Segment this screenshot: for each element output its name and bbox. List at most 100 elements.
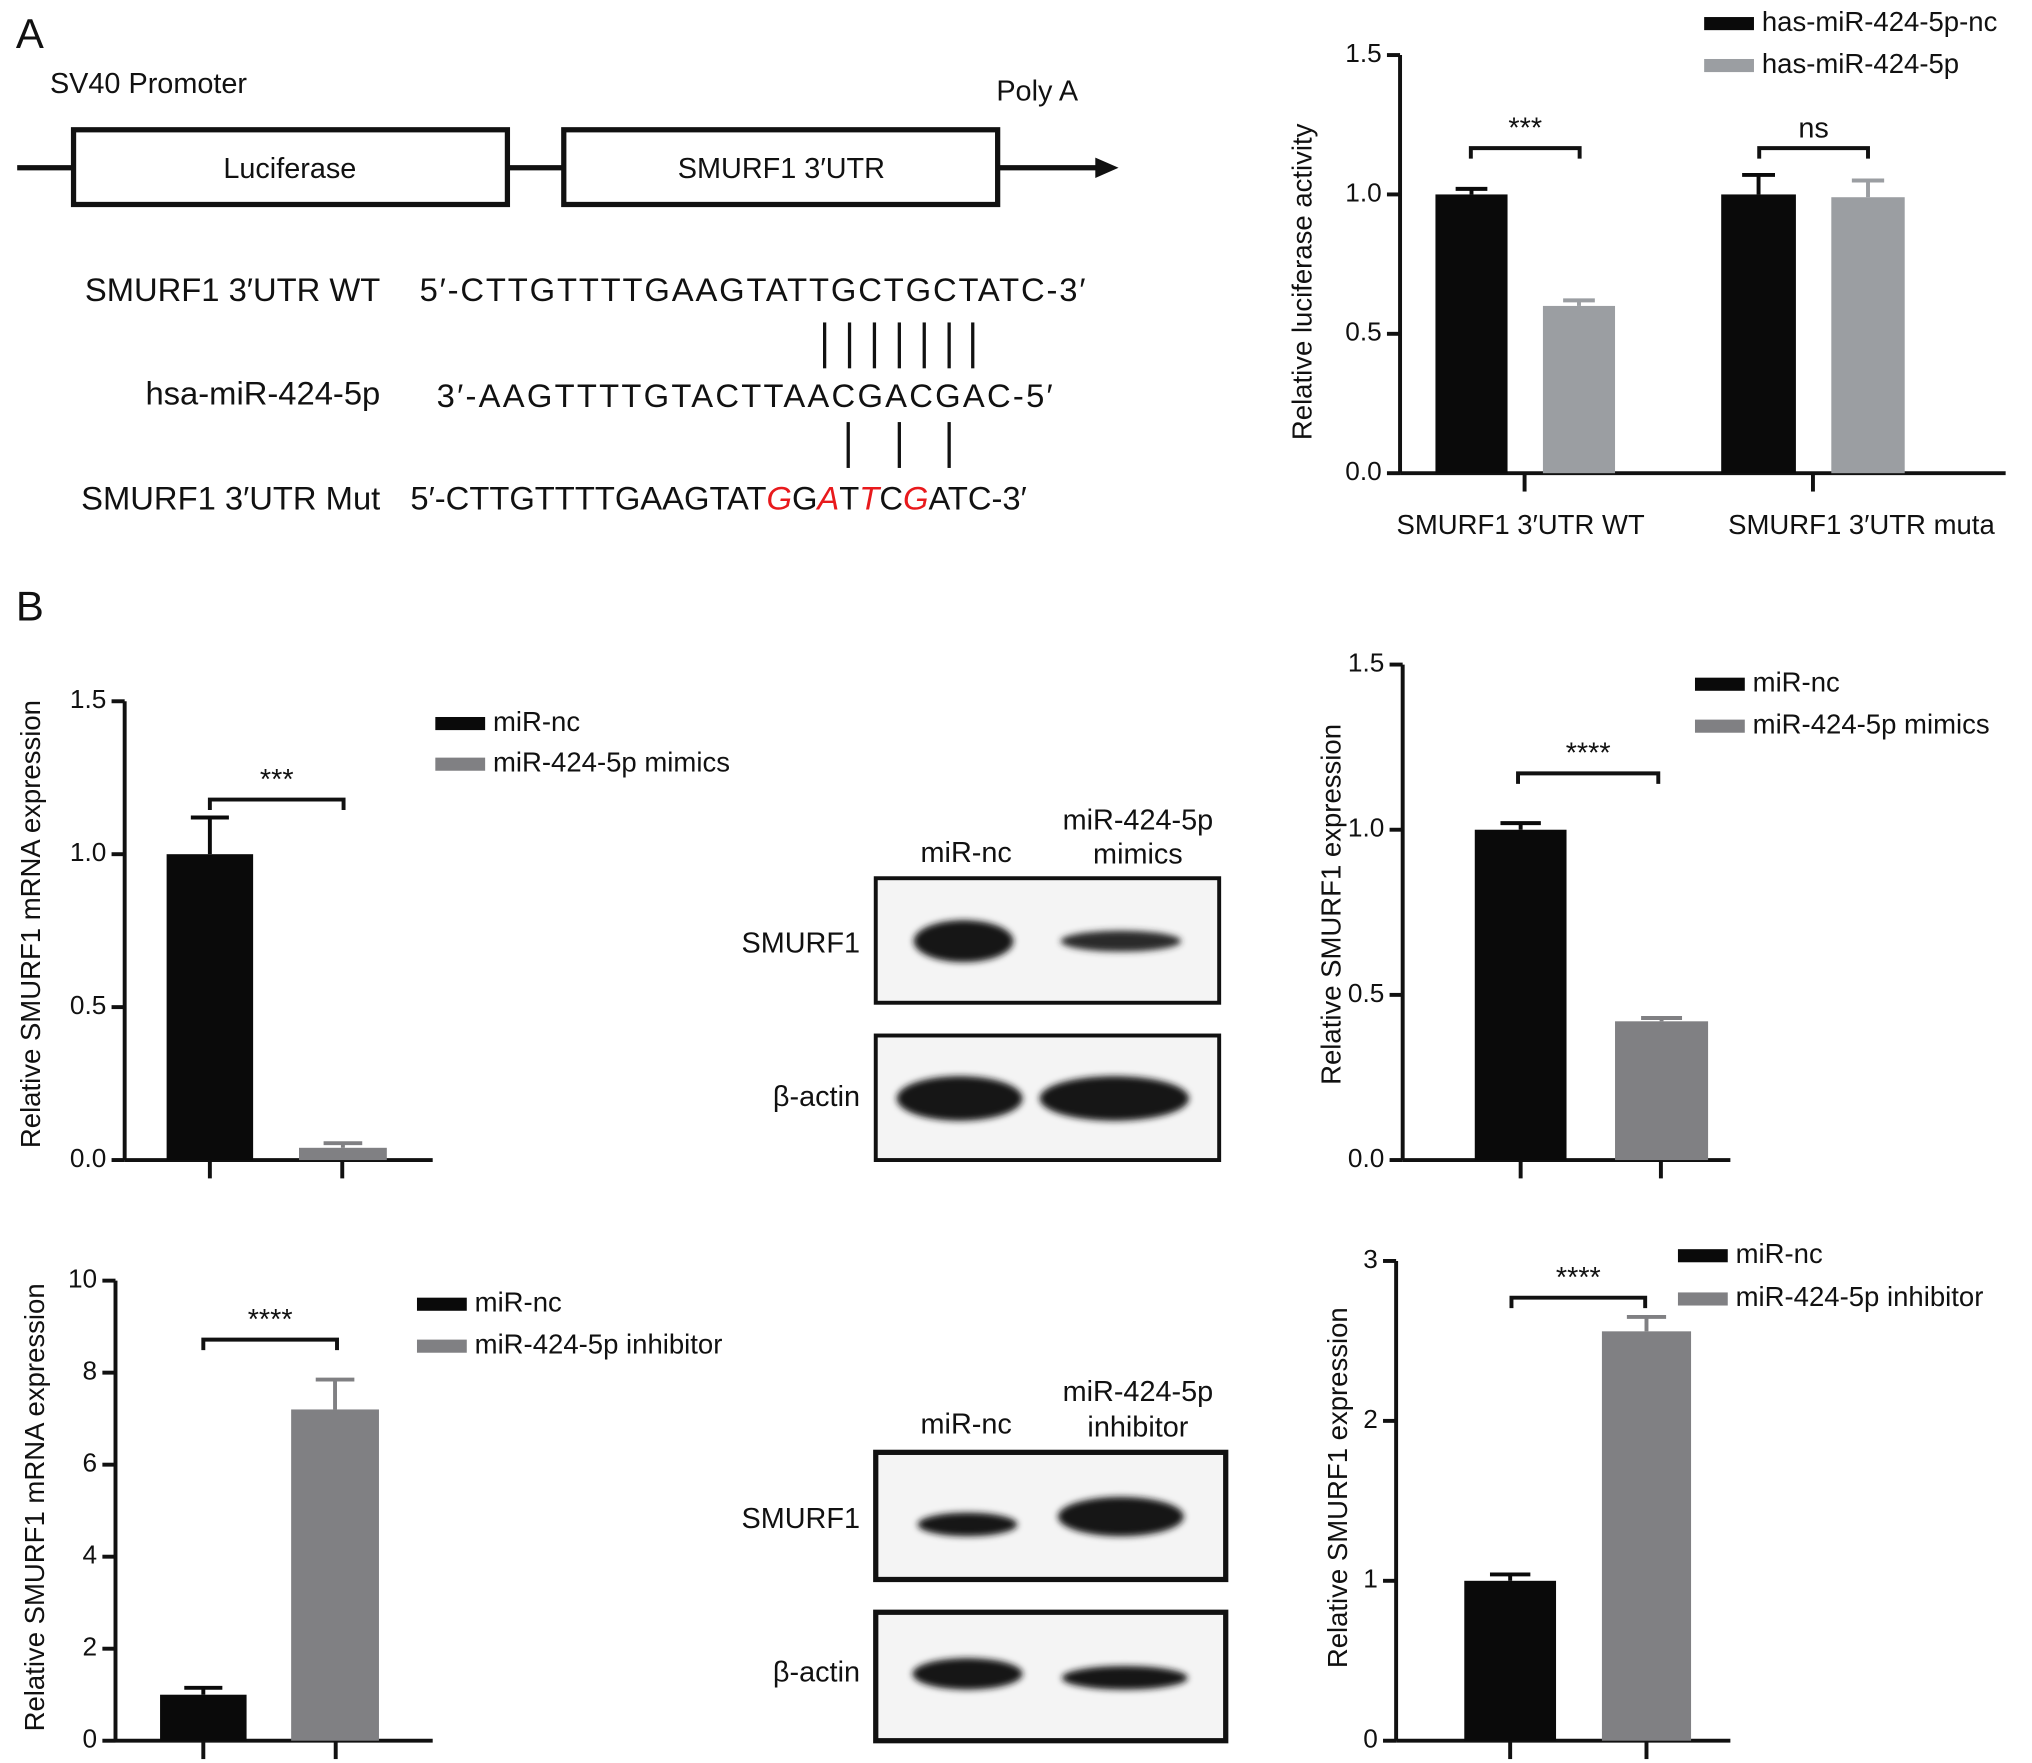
y-tick-label: 6 [83,1448,98,1478]
bar [291,1409,379,1741]
y-tick-label: 0.5 [70,990,106,1020]
y-tick-label: 3 [1363,1244,1378,1274]
sequence-part: G [792,479,817,516]
blot-row-label: β-actin [773,1656,860,1688]
significance-label: **** [1566,738,1611,770]
significance-bracket [1516,771,1661,784]
legend-swatch [1704,58,1754,73]
blot-column-label: miR-nc [921,837,1012,869]
legend-label: miR-nc [493,706,580,737]
construct-diagram [17,127,1119,208]
y-tick-label: 0 [1363,1724,1378,1754]
box-label: Luciferase [223,153,356,185]
y-tick-label: 2 [1363,1404,1378,1434]
y-tick-label: 8 [83,1356,98,1386]
legend-swatch [435,757,486,771]
blot-row-label: SMURF1 [741,1503,860,1535]
polya-label: Poly A [996,76,1078,108]
sequence-part: ATC-3′ [928,479,1026,516]
legend-label: has-miR-424-5p-nc [1762,6,1998,37]
y-tick-label: 2 [83,1632,98,1662]
sequence-part: T [859,479,881,516]
sequence-part: A [815,479,839,516]
legend-swatch [416,1339,467,1353]
blot-column-label: inhibitor [1087,1411,1188,1443]
bar [1601,1331,1692,1741]
legend-swatch [1694,719,1745,733]
bar [1721,194,1796,474]
significance-label: *** [260,764,294,796]
blot-column-label: mimics [1093,839,1183,871]
legend-label: miR-nc [1753,666,1840,697]
significance-label: ns [1798,112,1828,144]
y-tick-label: 1 [1363,1564,1378,1594]
blot-image [873,1449,1229,1744]
sequence: 3′-AAGTTTTGTACTTAACGACGAC-5′ [437,377,1053,414]
sequence-label: SMURF1 3′UTR WT [85,271,380,308]
legend-label: has-miR-424-5p [1762,48,1959,79]
significance-bracket [201,1337,339,1351]
y-axis-label: Relative SMURF1 expression [1315,724,1346,1085]
legend-label: miR-424-5p inhibitor [1736,1281,1984,1312]
y-tick-label: 1.5 [1345,38,1381,68]
panel-label: A [16,10,44,57]
legend-swatch [1704,17,1754,31]
legend-swatch [416,1297,467,1311]
sequence-part: T [839,479,859,516]
blot-row-label: β-actin [773,1081,860,1113]
sequence-label: SMURF1 3′UTR Mut [81,479,380,516]
y-tick-label: 1.0 [1348,813,1384,843]
sequence-part: C [879,479,903,516]
y-tick-label: 1.5 [70,684,106,714]
y-tick-label: 1.5 [1348,647,1384,677]
legend-label: miR-424-5p inhibitor [475,1328,723,1359]
y-tick-label: 1.0 [1345,177,1381,207]
sequence-part: 5′-CTTGTTTTGAAGTAT [410,479,766,516]
legend-swatch [435,716,486,731]
box-label: SMURF1 3′UTR [678,153,885,185]
bar [1615,1021,1709,1161]
legend-swatch [1677,1249,1728,1263]
sequence: 5′-CTTGTTTTGAAGTATTGCTGCTATC-3′ [420,271,1086,308]
bar [1831,197,1905,474]
bar [1464,1580,1557,1741]
significance-bracket [1468,146,1582,159]
sequence-part: G [766,479,791,516]
bar [1474,829,1567,1161]
x-tick-label: SMURF1 3′UTR muta [1728,509,1995,540]
promoter-label: SV40 Promoter [50,68,247,100]
blot-column-label: miR-nc [921,1409,1012,1441]
significance-label: **** [248,1304,293,1336]
bar [166,854,254,1161]
legend-label: miR-nc [1736,1238,1823,1269]
sequence: 5′-CTTGTTTTGAAGTATGGATTCGATC-3′ [410,479,1026,516]
y-tick-label: 10 [68,1264,97,1294]
y-tick-label: 0.0 [1348,1143,1384,1173]
significance-label: *** [1508,112,1542,144]
y-tick-label: 0.0 [1345,456,1381,486]
bar [1542,305,1616,474]
bar [160,1694,247,1741]
legend-label: miR-424-5p mimics [493,746,730,777]
bar [299,1147,387,1161]
significance-bracket [1757,146,1870,159]
legend-swatch [1694,677,1745,691]
y-tick-label: 4 [83,1540,98,1570]
pairing-lines [822,322,975,468]
significance-label: **** [1556,1262,1601,1294]
y-tick-label: 1.0 [70,837,106,867]
significance-bracket [207,797,346,811]
y-axis-label: Relative SMURF1 mRNA expression [15,700,46,1148]
panel-label: B [16,583,44,630]
y-axis-label: Relative SMURF1 expression [1322,1307,1353,1668]
y-axis-label: Relative SMURF1 mRNA expression [19,1283,50,1731]
y-tick-label: 0.5 [1348,978,1384,1008]
y-tick-label: 0 [83,1724,98,1754]
legend-swatch [1677,1292,1728,1306]
legend-label: miR-424-5p mimics [1753,708,1990,739]
y-tick-label: 0.0 [70,1143,106,1173]
blot-column-label: miR-424-5p [1063,1376,1214,1408]
blot-column-label: miR-424-5p [1063,804,1214,836]
x-tick-label: SMURF1 3′UTR WT [1397,509,1645,540]
